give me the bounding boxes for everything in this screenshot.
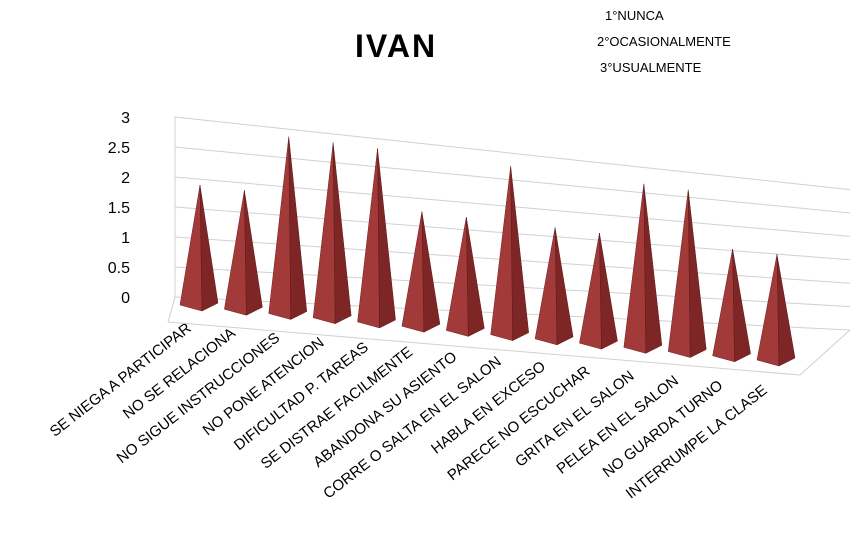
y-tick-label: 3 <box>121 110 130 127</box>
bar <box>534 227 558 346</box>
bar-side <box>288 136 308 320</box>
bar <box>756 254 780 367</box>
bar-side <box>776 254 796 367</box>
bar-side <box>244 190 263 316</box>
bar-side <box>643 183 663 354</box>
chart-title: IVAN <box>355 28 438 64</box>
y-tick-label: 2.5 <box>108 140 130 157</box>
floor-edge <box>167 321 801 376</box>
bar-side <box>199 184 219 312</box>
bar <box>623 183 647 354</box>
bar <box>401 211 425 333</box>
bar-side <box>732 249 751 363</box>
bar-side <box>332 142 352 325</box>
bar-side <box>687 189 707 358</box>
legend-line-2: 2°OCASIONALMENTE <box>597 34 731 49</box>
bar <box>667 189 691 358</box>
bar <box>357 148 380 329</box>
y-tick-label: 0.5 <box>108 260 130 277</box>
bar-side <box>599 233 618 350</box>
y-tick-label: 2 <box>121 170 130 187</box>
y-tick-label: 1.5 <box>108 200 130 217</box>
bar-side <box>466 216 485 337</box>
bar <box>268 136 292 320</box>
bar <box>224 190 247 316</box>
gridline <box>174 116 851 191</box>
bar <box>712 249 735 363</box>
legend-line-1: 1°NUNCA <box>605 8 664 23</box>
bar-side <box>421 211 441 333</box>
bar <box>446 216 469 337</box>
y-tick-label: 0 <box>121 290 130 307</box>
floor-edge <box>167 296 176 323</box>
bar-side <box>554 227 574 346</box>
bar <box>312 142 336 325</box>
bar-side <box>377 148 396 329</box>
bar-side <box>510 166 529 342</box>
bar <box>490 166 513 341</box>
y-tick-label: 1 <box>121 230 130 247</box>
bar <box>179 184 203 312</box>
legend-line-3: 3°USUALMENTE <box>600 60 702 75</box>
floor-edge <box>799 329 851 376</box>
